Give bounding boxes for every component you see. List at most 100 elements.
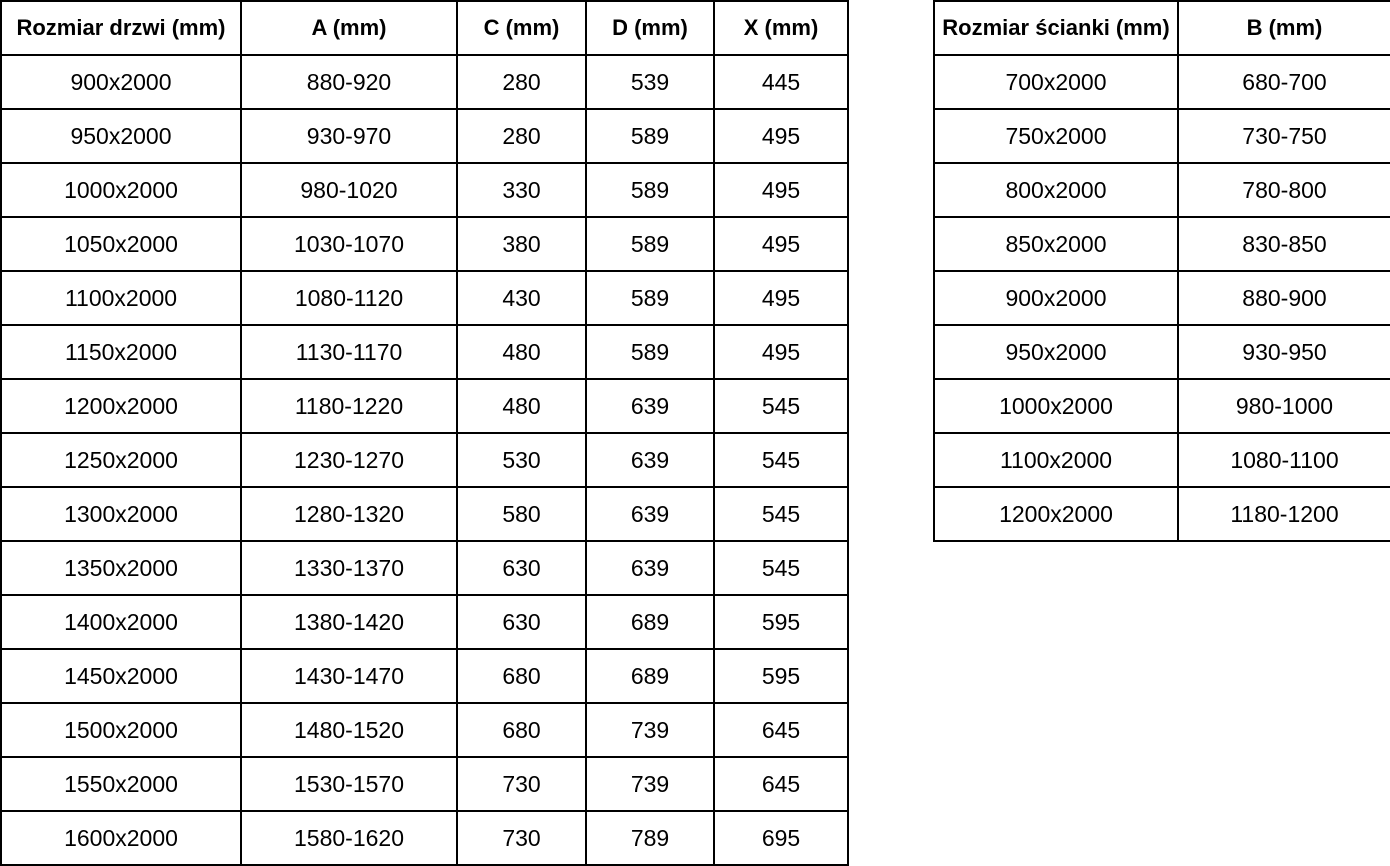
table-cell: 730 [456,756,587,812]
table-cell: 1450x2000 [0,648,242,704]
table-row: 1200x2000 1180-1220 480 639 545 [0,378,849,434]
column-header: B (mm) [1177,0,1390,56]
table-cell: 1580-1620 [240,810,458,866]
table-cell: 1300x2000 [0,486,242,542]
table-cell: 589 [585,162,715,218]
table-cell: 645 [713,702,849,758]
table-cell: 645 [713,756,849,812]
column-header: Rozmiar ścianki (mm) [933,0,1179,56]
table-cell: 1430-1470 [240,648,458,704]
column-header: C (mm) [456,0,587,56]
table-cell: 580 [456,486,587,542]
table-row: 1150x2000 1130-1170 480 589 495 [0,324,849,380]
table-row: 1550x2000 1530-1570 730 739 645 [0,756,849,812]
table-row: 750x2000 730-750 [933,108,1390,164]
table-cell: 480 [456,324,587,380]
table-row: 1000x2000 980-1020 330 589 495 [0,162,849,218]
table-cell: 780-800 [1177,162,1390,218]
table-cell: 830-850 [1177,216,1390,272]
table-row: 1200x2000 1180-1200 [933,486,1390,542]
table-cell: 545 [713,540,849,596]
table-cell: 680 [456,702,587,758]
table-cell: 950x2000 [933,324,1179,380]
table-cell: 730 [456,810,587,866]
table-cell: 589 [585,324,715,380]
table-cell: 495 [713,162,849,218]
table-cell: 1550x2000 [0,756,242,812]
table-cell: 495 [713,108,849,164]
table-cell: 1600x2000 [0,810,242,866]
table-cell: 1230-1270 [240,432,458,488]
table-cell: 900x2000 [933,270,1179,326]
table-cell: 589 [585,216,715,272]
table-row: 1450x2000 1430-1470 680 689 595 [0,648,849,704]
table-row: 1300x2000 1280-1320 580 639 545 [0,486,849,542]
table-cell: 750x2000 [933,108,1179,164]
table-cell: 630 [456,594,587,650]
table-cell: 900x2000 [0,54,242,110]
table-cell: 589 [585,108,715,164]
table-row: 1400x2000 1380-1420 630 689 595 [0,594,849,650]
table-row: 1100x2000 1080-1120 430 589 495 [0,270,849,326]
table-row: 1500x2000 1480-1520 680 739 645 [0,702,849,758]
table-cell: 1380-1420 [240,594,458,650]
table-cell: 850x2000 [933,216,1179,272]
table-cell: 800x2000 [933,162,1179,218]
table-cell: 1480-1520 [240,702,458,758]
table-cell: 639 [585,486,715,542]
table-cell: 445 [713,54,849,110]
table-cell: 1530-1570 [240,756,458,812]
table-cell: 630 [456,540,587,596]
table-cell: 1150x2000 [0,324,242,380]
table-row: 1350x2000 1330-1370 630 639 545 [0,540,849,596]
table-row: 1100x2000 1080-1100 [933,432,1390,488]
table-cell: 980-1020 [240,162,458,218]
table-cell: 595 [713,648,849,704]
table-cell: 1080-1100 [1177,432,1390,488]
table-cell: 1100x2000 [0,270,242,326]
table-cell: 1180-1200 [1177,486,1390,542]
table-row: 1250x2000 1230-1270 530 639 545 [0,432,849,488]
column-header: D (mm) [585,0,715,56]
table-cell: 980-1000 [1177,378,1390,434]
table-cell: 739 [585,702,715,758]
table-cell: 530 [456,432,587,488]
table-cell: 280 [456,108,587,164]
table-row: 900x2000 880-920 280 539 445 [0,54,849,110]
table-cell: 680 [456,648,587,704]
table-cell: 695 [713,810,849,866]
table-cell: 789 [585,810,715,866]
table-cell: 430 [456,270,587,326]
table-cell: 330 [456,162,587,218]
table-row: 1600x2000 1580-1620 730 789 695 [0,810,849,866]
table-cell: 1100x2000 [933,432,1179,488]
table-cell: 1030-1070 [240,216,458,272]
table-cell: 1250x2000 [0,432,242,488]
table-cell: 545 [713,432,849,488]
table-cell: 480 [456,378,587,434]
header-row: Rozmiar drzwi (mm) A (mm) C (mm) D (mm) X (m… [0,0,849,56]
table-row: 850x2000 830-850 [933,216,1390,272]
table-row: 950x2000 930-950 [933,324,1390,380]
table-cell: 930-970 [240,108,458,164]
table-cell: 1050x2000 [0,216,242,272]
header-row: Rozmiar ścianki (mm) B (mm) [933,0,1390,56]
table-cell: 1400x2000 [0,594,242,650]
column-header: A (mm) [240,0,458,56]
table-row: 700x2000 680-700 [933,54,1390,110]
table-cell: 1200x2000 [933,486,1179,542]
table-cell: 739 [585,756,715,812]
table-cell: 930-950 [1177,324,1390,380]
table-cell: 1080-1120 [240,270,458,326]
table-cell: 545 [713,378,849,434]
table-cell: 545 [713,486,849,542]
table-cell: 1130-1170 [240,324,458,380]
table-cell: 1350x2000 [0,540,242,596]
table-cell: 639 [585,540,715,596]
table-row: 900x2000 880-900 [933,270,1390,326]
table-cell: 639 [585,432,715,488]
door-dimensions-table: Rozmiar drzwi (mm) A (mm) C (mm) D (mm) X (m… [0,0,849,866]
table-cell: 730-750 [1177,108,1390,164]
table-cell: 880-920 [240,54,458,110]
